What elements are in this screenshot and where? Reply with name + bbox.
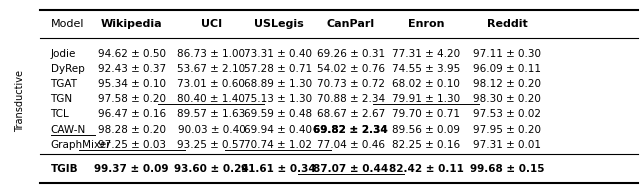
- Text: 87.07 ± 0.44: 87.07 ± 0.44: [313, 164, 388, 174]
- Text: 92.43 ± 0.37: 92.43 ± 0.37: [97, 64, 166, 74]
- Text: 69.59 ± 0.48: 69.59 ± 0.48: [244, 109, 312, 119]
- Text: CanParl: CanParl: [326, 19, 374, 29]
- Text: 96.09 ± 0.11: 96.09 ± 0.11: [473, 64, 541, 74]
- Text: GraphMixer: GraphMixer: [51, 140, 111, 150]
- Text: 80.40 ± 1.40: 80.40 ± 1.40: [177, 94, 245, 104]
- Text: 97.11 ± 0.30: 97.11 ± 0.30: [473, 49, 541, 59]
- Text: 74.55 ± 3.95: 74.55 ± 3.95: [392, 64, 460, 74]
- Text: 77.04 ± 0.46: 77.04 ± 0.46: [317, 140, 385, 150]
- Text: TCL: TCL: [51, 109, 69, 119]
- Text: 98.30 ± 0.20: 98.30 ± 0.20: [473, 94, 541, 104]
- Text: 82.25 ± 0.16: 82.25 ± 0.16: [392, 140, 460, 150]
- Text: 69.94 ± 0.40: 69.94 ± 0.40: [244, 125, 312, 135]
- Text: 77.31 ± 4.20: 77.31 ± 4.20: [392, 49, 460, 59]
- Text: 89.56 ± 0.09: 89.56 ± 0.09: [392, 125, 460, 135]
- Text: 98.28 ± 0.20: 98.28 ± 0.20: [98, 125, 166, 135]
- Text: 54.02 ± 0.76: 54.02 ± 0.76: [317, 64, 385, 74]
- Text: 91.61 ± 0.34: 91.61 ± 0.34: [241, 164, 316, 174]
- Text: DyRep: DyRep: [51, 64, 84, 74]
- Text: TGAT: TGAT: [51, 79, 77, 89]
- Text: 68.67 ± 2.67: 68.67 ± 2.67: [317, 109, 385, 119]
- Text: 89.57 ± 1.63: 89.57 ± 1.63: [177, 109, 246, 119]
- Text: 95.34 ± 0.10: 95.34 ± 0.10: [98, 79, 166, 89]
- Text: Enron: Enron: [408, 19, 444, 29]
- Text: 97.53 ± 0.02: 97.53 ± 0.02: [473, 109, 541, 119]
- Text: 99.37 ± 0.09: 99.37 ± 0.09: [94, 164, 169, 174]
- Text: 69.82 ± 2.34: 69.82 ± 2.34: [313, 125, 388, 135]
- Text: 69.26 ± 0.31: 69.26 ± 0.31: [317, 49, 385, 59]
- Text: 70.74 ± 1.02: 70.74 ± 1.02: [244, 140, 312, 150]
- Text: 69.82 ± 2.34: 69.82 ± 2.34: [313, 125, 388, 135]
- Text: CAW-N: CAW-N: [51, 125, 86, 135]
- Text: TGN: TGN: [51, 94, 72, 104]
- Text: USLegis: USLegis: [253, 19, 303, 29]
- Text: 97.31 ± 0.01: 97.31 ± 0.01: [473, 140, 541, 150]
- Text: Jodie: Jodie: [51, 49, 76, 59]
- Text: 97.95 ± 0.20: 97.95 ± 0.20: [473, 125, 541, 135]
- Text: 53.67 ± 2.10: 53.67 ± 2.10: [177, 64, 246, 74]
- Text: Model: Model: [51, 19, 84, 29]
- Text: 86.73 ± 1.00: 86.73 ± 1.00: [177, 49, 245, 59]
- Text: 82.42 ± 0.11: 82.42 ± 0.11: [388, 164, 463, 174]
- Text: 94.62 ± 0.50: 94.62 ± 0.50: [98, 49, 166, 59]
- Text: Reddit: Reddit: [487, 19, 527, 29]
- Text: 57.28 ± 0.71: 57.28 ± 0.71: [244, 64, 312, 74]
- Text: 73.01 ± 0.60: 73.01 ± 0.60: [177, 79, 245, 89]
- Text: UCI: UCI: [201, 19, 222, 29]
- Text: 93.25 ± 0.57: 93.25 ± 0.57: [177, 140, 246, 150]
- Text: 79.91 ± 1.30: 79.91 ± 1.30: [392, 94, 460, 104]
- Text: 75.13 ± 1.30: 75.13 ± 1.30: [244, 94, 312, 104]
- Text: 70.88 ± 2.34: 70.88 ± 2.34: [317, 94, 385, 104]
- Text: 96.47 ± 0.16: 96.47 ± 0.16: [97, 109, 166, 119]
- Text: 70.73 ± 0.72: 70.73 ± 0.72: [317, 79, 385, 89]
- Text: TGIB: TGIB: [51, 164, 78, 174]
- Text: 93.60 ± 0.24: 93.60 ± 0.24: [174, 164, 249, 174]
- Text: 68.02 ± 0.10: 68.02 ± 0.10: [392, 79, 460, 89]
- Text: 79.70 ± 0.71: 79.70 ± 0.71: [392, 109, 460, 119]
- Text: 99.68 ± 0.15: 99.68 ± 0.15: [470, 164, 545, 174]
- Text: 98.12 ± 0.20: 98.12 ± 0.20: [473, 79, 541, 89]
- Text: 97.25 ± 0.03: 97.25 ± 0.03: [98, 140, 166, 150]
- Text: 73.31 ± 0.40: 73.31 ± 0.40: [244, 49, 312, 59]
- Text: 97.58 ± 0.20: 97.58 ± 0.20: [98, 94, 166, 104]
- Text: 90.03 ± 0.40: 90.03 ± 0.40: [177, 125, 245, 135]
- Text: 68.89 ± 1.30: 68.89 ± 1.30: [244, 79, 312, 89]
- Text: Transductive: Transductive: [15, 70, 25, 132]
- Text: Wikipedia: Wikipedia: [100, 19, 163, 29]
